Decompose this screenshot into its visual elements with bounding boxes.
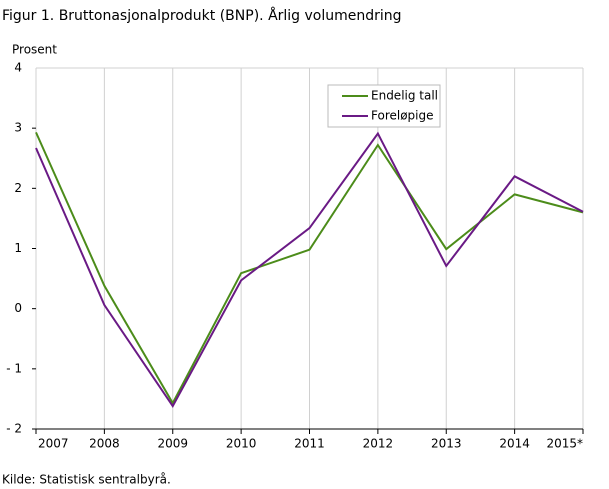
x-tick-label: 2007 [38,437,69,451]
chart-title: Figur 1. Bruttonasjonalprodukt (BNP). År… [2,7,402,24]
y-tick-label: - 2 [6,422,22,436]
legend-label: Foreløpige [371,109,434,123]
y-tick-label: 1 [14,241,22,255]
x-tick-label: 2008 [89,437,120,451]
legend-box [327,84,441,128]
series-line [35,131,584,409]
y-tick-label: 4 [14,61,22,75]
x-tick-label: 2012 [363,437,394,451]
y-tick-label: - 1 [6,361,22,375]
x-tick-label: 2011 [294,437,325,451]
y-axis-label: Prosent [12,43,57,57]
legend-label: Endelig tall [371,89,438,103]
x-tick-label: 2013 [431,437,462,451]
series-line [35,131,584,406]
source: Kilde: Statistisk sentralbyrå. [2,473,171,487]
x-tick-label: 2009 [157,437,188,451]
y-tick-label: 3 [14,121,22,135]
y-tick-label: 0 [14,301,22,315]
x-tick-label: 2014 [499,437,530,451]
x-tick-label: 2010 [226,437,257,451]
x-tick-label: 2015* [546,437,583,451]
y-tick-label: 2 [14,181,22,195]
